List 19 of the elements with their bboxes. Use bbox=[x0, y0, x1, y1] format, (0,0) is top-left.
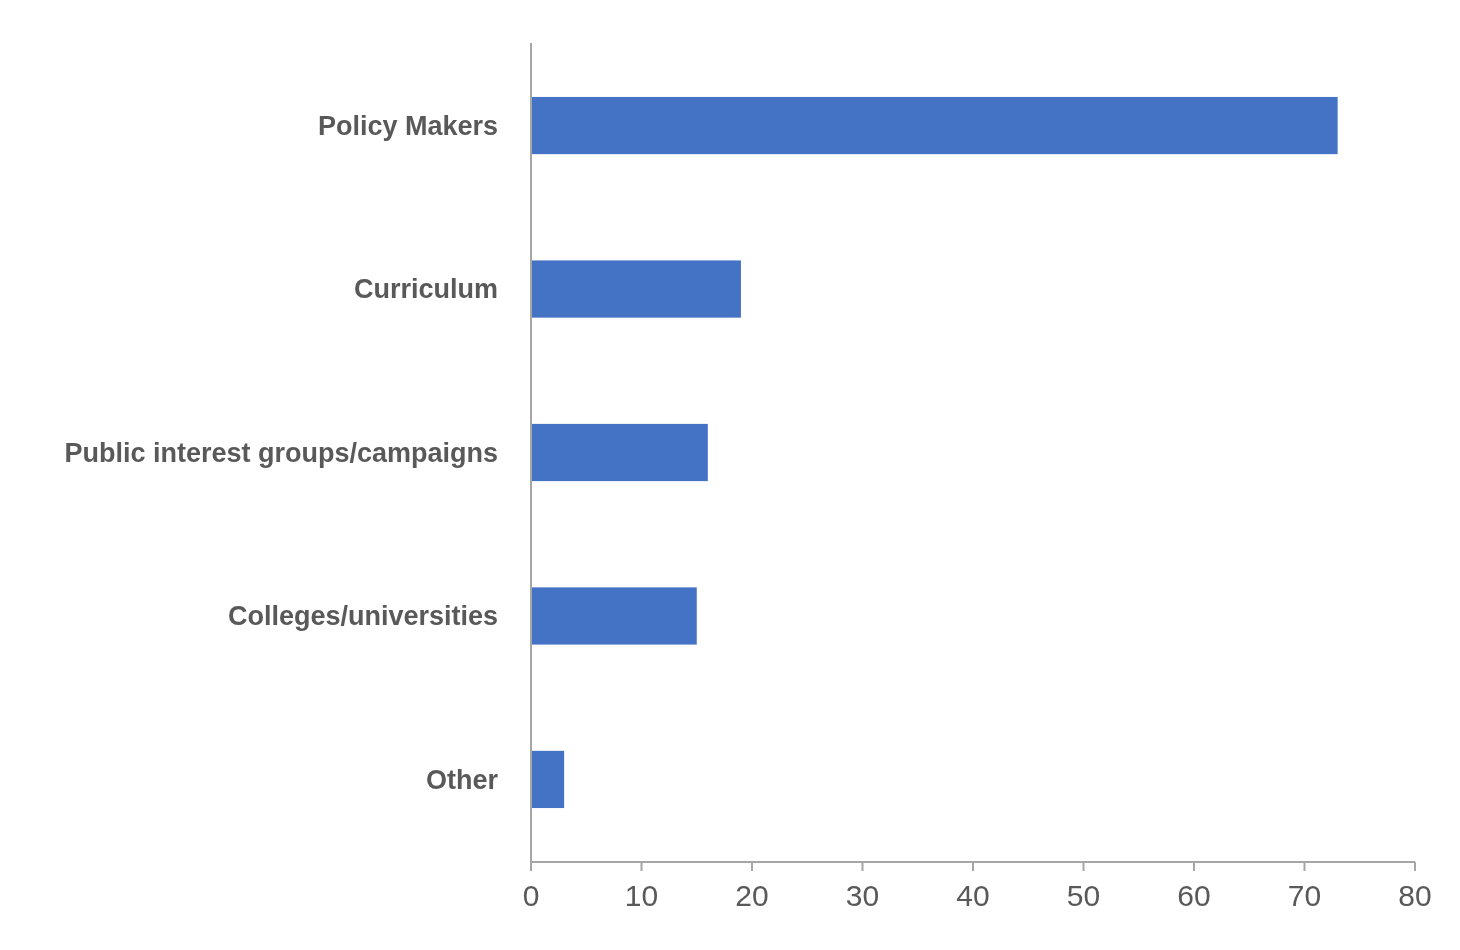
bar bbox=[531, 260, 741, 318]
x-tick-label: 30 bbox=[845, 879, 880, 912]
bar bbox=[531, 96, 1338, 155]
x-tick-label: 0 bbox=[522, 879, 540, 912]
x-tick-label: 20 bbox=[735, 879, 769, 912]
x-tick-label: 80 bbox=[1398, 879, 1432, 912]
x-tick-label: 60 bbox=[1177, 879, 1211, 912]
bar bbox=[531, 423, 708, 482]
y-tick-label: Other bbox=[425, 764, 499, 795]
x-tick-label: 10 bbox=[624, 879, 659, 912]
x-tick-label: 70 bbox=[1287, 879, 1322, 912]
y-tick-label: Policy Makers bbox=[317, 111, 498, 141]
x-tick-label: 40 bbox=[956, 879, 990, 912]
x-tick-label: 50 bbox=[1066, 879, 1101, 912]
bar bbox=[531, 750, 565, 809]
y-tick-label: Curriculum bbox=[353, 274, 498, 305]
bar bbox=[531, 587, 697, 645]
y-tick-label: Colleges/universities bbox=[227, 601, 498, 632]
y-tick-label: Public interest groups/campaigns bbox=[64, 437, 498, 468]
